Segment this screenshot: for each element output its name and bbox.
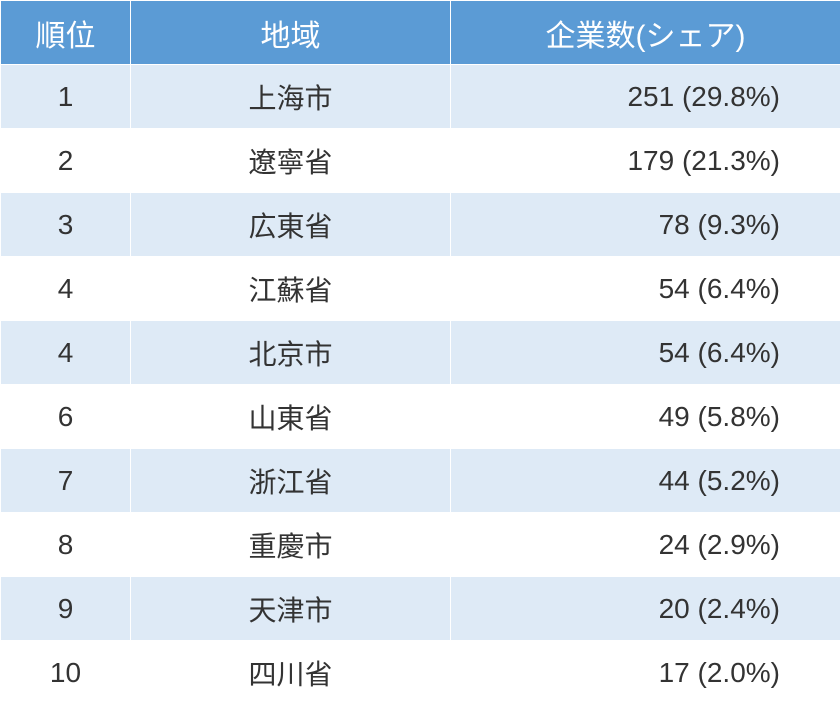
table-row: 2 遼寧省 179 (21.3%) — [1, 129, 840, 193]
cell-rank: 6 — [1, 385, 131, 449]
cell-count: 20 (2.4%) — [451, 577, 840, 641]
cell-rank: 8 — [1, 513, 131, 577]
cell-count: 17 (2.0%) — [451, 641, 840, 705]
cell-region: 四川省 — [131, 641, 451, 705]
cell-count: 44 (5.2%) — [451, 449, 840, 513]
cell-rank: 7 — [1, 449, 131, 513]
cell-rank: 9 — [1, 577, 131, 641]
cell-region: 山東省 — [131, 385, 451, 449]
table-row: 8 重慶市 24 (2.9%) — [1, 513, 840, 577]
cell-rank: 3 — [1, 193, 131, 257]
region-company-table: 順位 地域 企業数(シェア) 1 上海市 251 (29.8%) 2 遼寧省 1… — [0, 0, 840, 705]
header-count: 企業数(シェア) — [451, 1, 840, 65]
cell-rank: 1 — [1, 65, 131, 129]
cell-region: 浙江省 — [131, 449, 451, 513]
cell-region: 上海市 — [131, 65, 451, 129]
table-row: 4 江蘇省 54 (6.4%) — [1, 257, 840, 321]
cell-rank: 4 — [1, 321, 131, 385]
header-region: 地域 — [131, 1, 451, 65]
cell-count: 78 (9.3%) — [451, 193, 840, 257]
cell-region: 江蘇省 — [131, 257, 451, 321]
cell-count: 251 (29.8%) — [451, 65, 840, 129]
table-row: 9 天津市 20 (2.4%) — [1, 577, 840, 641]
cell-region: 重慶市 — [131, 513, 451, 577]
table-row: 3 広東省 78 (9.3%) — [1, 193, 840, 257]
table-row: 10 四川省 17 (2.0%) — [1, 641, 840, 705]
cell-rank: 4 — [1, 257, 131, 321]
cell-count: 54 (6.4%) — [451, 321, 840, 385]
header-rank: 順位 — [1, 1, 131, 65]
cell-region: 広東省 — [131, 193, 451, 257]
cell-rank: 10 — [1, 641, 131, 705]
table-row: 4 北京市 54 (6.4%) — [1, 321, 840, 385]
table-row: 1 上海市 251 (29.8%) — [1, 65, 840, 129]
table-row: 7 浙江省 44 (5.2%) — [1, 449, 840, 513]
cell-region: 天津市 — [131, 577, 451, 641]
cell-region: 遼寧省 — [131, 129, 451, 193]
cell-count: 24 (2.9%) — [451, 513, 840, 577]
cell-count: 179 (21.3%) — [451, 129, 840, 193]
cell-count: 54 (6.4%) — [451, 257, 840, 321]
table-row: 6 山東省 49 (5.8%) — [1, 385, 840, 449]
cell-rank: 2 — [1, 129, 131, 193]
cell-region: 北京市 — [131, 321, 451, 385]
cell-count: 49 (5.8%) — [451, 385, 840, 449]
table-header-row: 順位 地域 企業数(シェア) — [1, 1, 840, 65]
